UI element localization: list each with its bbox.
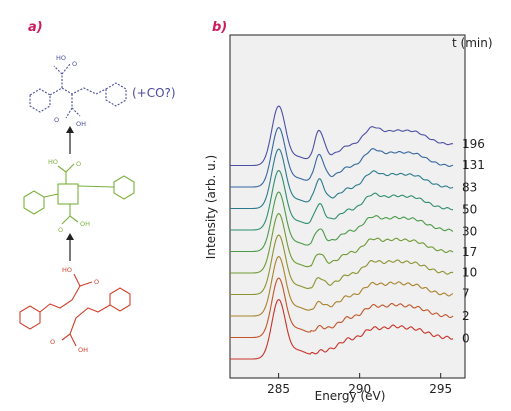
spectrum-line bbox=[230, 234, 454, 296]
time-label: 196 bbox=[462, 137, 485, 151]
time-label: 10 bbox=[462, 266, 477, 280]
time-labels: 0 2 7 10 17 30 50 83 131 196 bbox=[462, 137, 485, 346]
y-axis-label: Intensity (arb. u.) bbox=[204, 155, 218, 259]
plot-background bbox=[229, 34, 466, 379]
time-label: 2 bbox=[462, 309, 470, 323]
time-label: 17 bbox=[462, 245, 477, 259]
phenyl-ring-left bbox=[23, 190, 45, 215]
reaction-arrow-upper bbox=[66, 126, 74, 154]
spectrum-line bbox=[230, 256, 454, 317]
atom-o: O bbox=[76, 160, 81, 168]
x-tick-label: 290 bbox=[348, 382, 371, 396]
atom-o: O bbox=[94, 278, 99, 286]
spectrum-line bbox=[230, 191, 454, 253]
spectrum-line bbox=[230, 213, 454, 274]
phenyl-ring-right bbox=[109, 287, 131, 312]
molecule-top: HO O O OH (+CO?) bbox=[29, 54, 176, 128]
atom-oh: OH bbox=[76, 120, 86, 128]
time-label: 30 bbox=[462, 224, 477, 238]
reaction-arrow-lower bbox=[66, 233, 74, 261]
spectrum-line bbox=[230, 127, 454, 188]
annotation-co: (+CO?) bbox=[132, 86, 176, 100]
time-label: 131 bbox=[462, 158, 485, 172]
spectrum-line bbox=[230, 170, 454, 231]
atom-o: O bbox=[54, 116, 59, 124]
molecule-middle: HO O O OH bbox=[23, 158, 135, 234]
panel-b-label: b) bbox=[212, 20, 228, 35]
panel-a-label: a) bbox=[28, 20, 43, 35]
molecule-bottom: HO O O OH bbox=[19, 266, 131, 354]
atom-ho: HO bbox=[62, 266, 72, 274]
legend-title: t (min) bbox=[452, 36, 493, 50]
phenyl-ring-right bbox=[105, 82, 127, 107]
atom-o: O bbox=[72, 60, 77, 68]
time-label: 83 bbox=[462, 180, 477, 194]
spectrum-line bbox=[230, 148, 454, 210]
x-axis-ticks: 285 290 295 bbox=[267, 373, 452, 396]
x-axis-label: Energy (eV) bbox=[315, 389, 386, 403]
atom-ho: HO bbox=[48, 158, 58, 166]
time-label: 50 bbox=[462, 203, 477, 217]
spectrum-line bbox=[230, 277, 454, 339]
spectra-curves bbox=[230, 105, 454, 360]
time-label: 0 bbox=[462, 332, 470, 346]
atom-o: O bbox=[58, 226, 63, 234]
atom-o: O bbox=[50, 338, 55, 346]
atom-ho: HO bbox=[56, 54, 66, 62]
spectrum-line bbox=[230, 105, 454, 167]
atom-oh: OH bbox=[78, 346, 88, 354]
xanes-spectra-chart: 285 290 295 0 2 7 10 17 30 50 83 131 196 Energy (eV… bbox=[204, 34, 493, 403]
time-label: 7 bbox=[462, 287, 470, 301]
x-tick-label: 295 bbox=[429, 382, 452, 396]
phenyl-ring-left bbox=[19, 305, 41, 330]
x-tick-label: 285 bbox=[267, 382, 290, 396]
spectrum-line bbox=[230, 299, 454, 360]
phenyl-ring-right bbox=[113, 175, 135, 200]
atom-oh: OH bbox=[80, 220, 90, 228]
phenyl-ring-left bbox=[29, 88, 51, 113]
